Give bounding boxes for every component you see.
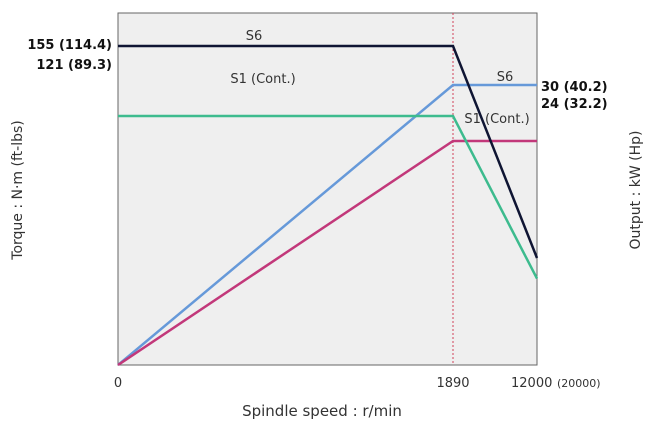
y-axis-right-label: Output : kW (Hp): [628, 131, 644, 250]
x-tick-12000: 12000: [511, 376, 552, 391]
left-tick-top: 155 (114.4): [27, 38, 112, 53]
series-label-s1-torque: S1 (Cont.): [230, 72, 295, 87]
series-label-s6-output: S6: [497, 70, 514, 85]
left-tick-second: 121 (89.3): [36, 58, 112, 73]
series-line-s6-output: [117, 83, 537, 366]
x-tick-0: 0: [114, 376, 122, 391]
series-line-s1-output: [117, 139, 537, 367]
right-tick-top: 30 (40.2): [541, 80, 608, 95]
right-tick-second: 24 (32.2): [541, 97, 608, 112]
y-axis-left-label: Torque : N·m (ft-lbs): [10, 120, 26, 260]
series-line-s1-torque: [118, 114, 539, 280]
x-axis-label: Spindle speed : r/min: [242, 402, 402, 420]
x-max-note: (20000): [557, 377, 601, 390]
x-tick-1890: 1890: [436, 376, 469, 391]
series-line-s6-torque: [118, 44, 539, 259]
series-label-s1-output: S1 (Cont.): [464, 112, 529, 127]
series-label-s6-torque: S6: [246, 29, 263, 44]
